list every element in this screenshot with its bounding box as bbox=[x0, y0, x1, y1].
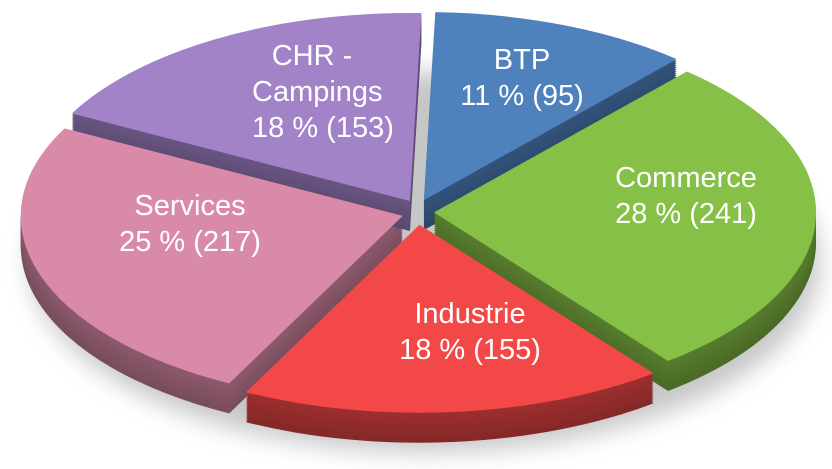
slice-label: BTP 11 % (95) bbox=[422, 42, 622, 114]
category-label: Services bbox=[134, 190, 246, 222]
value-label: 18 % (155) bbox=[399, 334, 541, 366]
value-label: 11 % (95) bbox=[460, 80, 584, 112]
slice bbox=[20, 128, 403, 384]
value-label: 25 % (217) bbox=[119, 226, 261, 258]
category-label: CHR - Campings bbox=[252, 40, 383, 108]
slice-label: Services 25 % (217) bbox=[90, 188, 290, 260]
slice-label: Industrie 18 % (155) bbox=[370, 296, 570, 368]
pie-tops bbox=[20, 12, 816, 413]
slice-label: CHR - Campings 18 % (153) bbox=[252, 38, 394, 146]
category-label: BTP bbox=[493, 44, 551, 76]
slice bbox=[71, 12, 422, 201]
value-label: 28 % (241) bbox=[615, 198, 757, 230]
category-label: Commerce bbox=[615, 162, 757, 194]
slice bbox=[245, 224, 654, 413]
slice-label: Commerce 28 % (241) bbox=[586, 160, 786, 232]
slice bbox=[433, 71, 816, 361]
value-label: 18 % (153) bbox=[252, 112, 394, 144]
slice bbox=[423, 12, 677, 201]
category-label: Industrie bbox=[414, 298, 526, 330]
